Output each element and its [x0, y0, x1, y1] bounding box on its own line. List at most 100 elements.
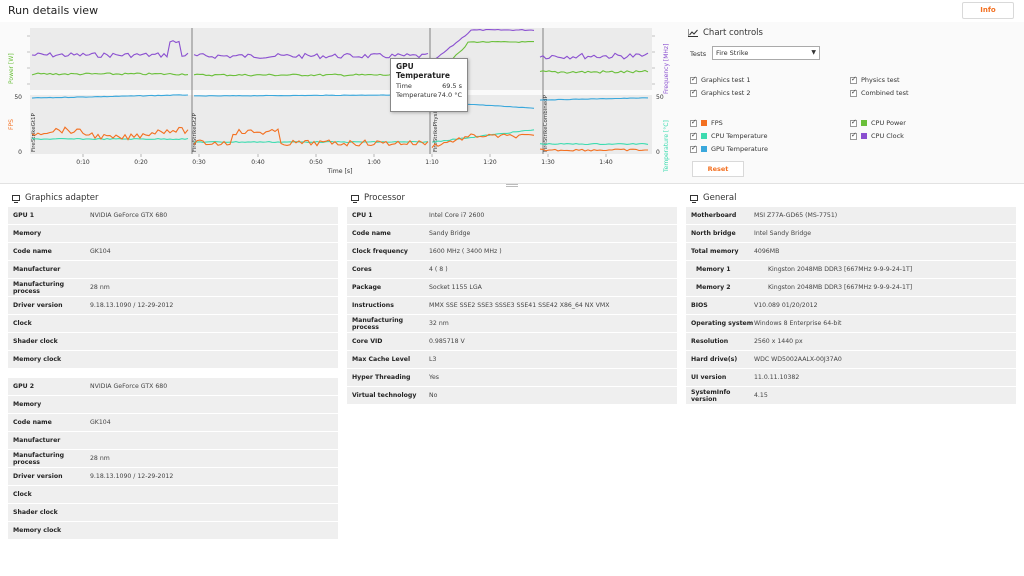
gpu2-table: GPU 2 NVIDIA GeForce GTX 680 Memory Code na…	[8, 378, 338, 540]
row-value: 1600 MHz ( 3400 MHz )	[429, 248, 502, 255]
chart-controls-title: Chart controls	[703, 28, 763, 38]
row-value: MMX SSE SSE2 SSE3 SSSE3 SSE41 SSE42 X86_…	[429, 302, 610, 309]
resize-grip[interactable]	[506, 184, 518, 187]
checkbox-icon[interactable]	[850, 131, 857, 140]
checkbox-icon[interactable]	[850, 118, 857, 127]
row-value: WDC WD5002AALX-00J37A0	[754, 356, 842, 363]
tooltip-time-row: Time 69.5 s	[396, 82, 462, 91]
x-tick-label: 1:40	[599, 159, 613, 166]
monitor-icon	[12, 195, 20, 203]
top-bar: Run details view Info	[0, 0, 1024, 22]
tests-label: Tests	[690, 50, 707, 58]
checkbox-icon[interactable]	[850, 75, 857, 84]
row-value: Windows 8 Enterprise 64-bit	[754, 320, 842, 327]
row-key: SystemInfo version	[691, 388, 731, 403]
row-key: Code name	[352, 230, 391, 237]
row-value: Kingston 2048MB DDR3 [667MHz 9-9-9-24-1T…	[768, 284, 913, 291]
row-value: 4096MB	[754, 248, 780, 255]
row-value: 28 nm	[90, 455, 110, 462]
row-value: 32 nm	[429, 320, 449, 327]
cpu-temperature-swatch	[701, 133, 707, 139]
row-key: Driver version	[13, 302, 63, 309]
graphics-adapter-section: Graphics adapter GPU 1 NVIDIA GeForce GTX…	[8, 190, 338, 540]
cpu-temperature-line	[539, 142, 649, 146]
row-key: Instructions	[352, 302, 394, 309]
chart-tooltip: GPU Temperature Time 69.5 s Temperature …	[390, 58, 468, 112]
cpu-temperature-line	[193, 140, 429, 144]
x-tick-label: 0:50	[309, 159, 323, 166]
row-key: Clock	[13, 491, 32, 498]
table-row: BIOS V10.089 01/20/2012	[686, 297, 1016, 315]
general-section: General Motherboard MSI Z77A-GD65 (MS-775…	[686, 190, 1016, 405]
row-value: Kingston 2048MB DDR3 [667MHz 9-9-9-24-1T…	[768, 266, 913, 273]
checkbox-icon[interactable]	[690, 88, 697, 97]
processor-section: Processor CPU 1 Intel Core i7 2600 Code na…	[347, 190, 677, 405]
fps-line	[193, 128, 429, 147]
gpu-temperature-line	[194, 94, 428, 97]
checkbox-icon[interactable]	[690, 131, 697, 140]
gpu1-table: GPU 1 NVIDIA GeForce GTX 680 Memory Code na…	[8, 207, 338, 369]
row-key: Resolution	[691, 338, 729, 345]
row-key: Manufacturer	[13, 437, 61, 444]
section-title: General	[703, 193, 737, 203]
row-value: GK104	[90, 419, 111, 426]
table-row: Clock	[8, 315, 338, 333]
row-value: MSI Z77A-GD65 (MS-7751)	[754, 212, 838, 219]
table-row: Hard drive(s) WDC WD5002AALX-00J37A0	[686, 351, 1016, 369]
chevron-down-icon: ▼	[811, 49, 816, 56]
checkbox-fps[interactable]: FPS	[690, 118, 723, 127]
row-value: Yes	[429, 374, 439, 381]
segment-label: FireStrikeGt1P	[31, 112, 37, 152]
row-value: V10.089 01/20/2012	[754, 302, 818, 309]
tests-select[interactable]: Fire Strike ▼	[712, 46, 820, 60]
reset-button[interactable]: Reset	[692, 161, 744, 177]
row-key: Shader clock	[13, 509, 58, 516]
checkbox-physics-test[interactable]: Physics test	[850, 75, 900, 84]
table-row: Core VID 0.985718 V	[347, 333, 677, 351]
row-value: Socket 1155 LGA	[429, 284, 482, 291]
checkbox-cpu-clock[interactable]: CPU Clock	[850, 131, 904, 140]
row-key: Operating system	[691, 320, 754, 327]
cpu-power-line	[539, 69, 649, 74]
table-row: Max Cache Level L3	[347, 351, 677, 369]
run-chart[interactable]: FireStrikeGt1P FireStrikeGt2P FireStrikePh…	[0, 22, 676, 184]
checkbox-gpu-temperature[interactable]: GPU Temperature	[690, 144, 768, 153]
cpu-clock-line	[539, 52, 649, 60]
checkbox-cpu-power[interactable]: CPU Power	[850, 118, 906, 127]
checkbox-label: FPS	[711, 119, 723, 127]
table-row: Manufacturing process 28 nm	[8, 450, 338, 468]
checkbox-icon[interactable]	[690, 118, 697, 127]
checkbox-graphics-test-2[interactable]: Graphics test 2	[690, 88, 751, 97]
cpu-power-line	[31, 72, 189, 76]
table-row: Package Socket 1155 LGA	[347, 279, 677, 297]
checkbox-graphics-test-1[interactable]: Graphics test 1	[690, 75, 750, 84]
gpu-temperature-swatch	[701, 146, 707, 152]
row-value: 9.18.13.1090 / 12-29-2012	[90, 302, 174, 309]
row-value: 4 ( 8 )	[429, 266, 448, 273]
row-key: Memory	[13, 401, 42, 408]
gpu-temperature-line	[539, 97, 649, 101]
checkbox-label: Graphics test 2	[701, 89, 751, 97]
info-button[interactable]: Info	[962, 2, 1014, 19]
table-row: Shader clock	[8, 504, 338, 522]
x-axis-label: Time [s]	[326, 168, 352, 175]
row-key: Motherboard	[691, 212, 737, 219]
x-tick-label: 1:10	[425, 159, 439, 166]
table-row: GPU 1 NVIDIA GeForce GTX 680	[8, 207, 338, 225]
temperature-axis-label: Temperature [°C]	[663, 120, 670, 173]
row-key: Memory clock	[13, 356, 62, 363]
checkbox-cpu-temperature[interactable]: CPU Temperature	[690, 131, 767, 140]
page-title: Run details view	[8, 4, 99, 17]
table-row: Manufacturing process 32 nm	[347, 315, 677, 333]
table-row: SystemInfo version 4.15	[686, 387, 1016, 405]
fps-swatch	[701, 120, 707, 126]
checkbox-icon[interactable]	[690, 75, 697, 84]
segment-label: FireStrikeGt2P	[192, 112, 198, 152]
table-row: Memory	[8, 396, 338, 414]
checkbox-icon[interactable]	[850, 88, 857, 97]
checkbox-combined-test[interactable]: Combined test	[850, 88, 909, 97]
row-key: Package	[352, 284, 382, 291]
table-row: Motherboard MSI Z77A-GD65 (MS-7751)	[686, 207, 1016, 225]
row-value: Intel Core i7 2600	[429, 212, 485, 219]
checkbox-icon[interactable]	[690, 144, 697, 153]
